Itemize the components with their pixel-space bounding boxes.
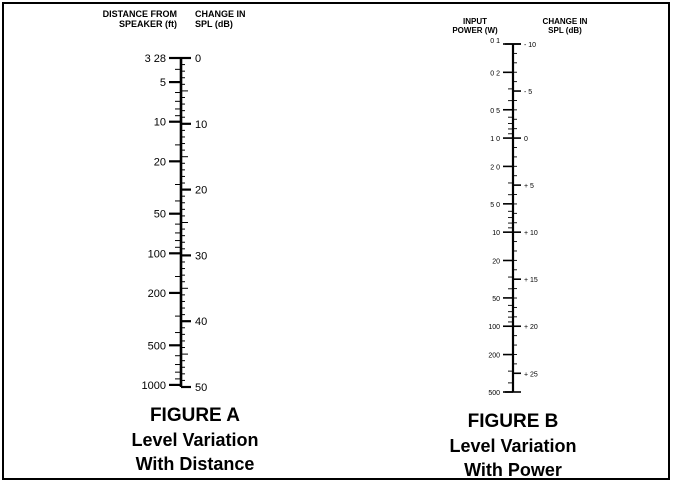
figure-b-power-label: 2 0 <box>490 164 500 171</box>
figure-a-caption: FIGURE A Level Variation With Distance <box>95 404 295 476</box>
figure-b-power-label: 0 2 <box>490 70 500 77</box>
figure-a-distance-label: 1000 <box>142 380 166 392</box>
figure-b-caption: FIGURE B Level Variation With Power <box>413 410 613 482</box>
figure-a-distance-label: 50 <box>154 209 166 221</box>
figure-a-db-label: 50 <box>195 382 207 394</box>
figure-a-db-label: 20 <box>195 185 207 197</box>
figure-b-db-label: - 10 <box>524 42 536 49</box>
figure-a-distance-label: 5 <box>160 77 166 89</box>
figure-b-power-label: 10 <box>492 230 500 237</box>
figure-a-distance-label: 100 <box>148 248 166 260</box>
figure-a-subtitle-line1: Level Variation <box>131 430 259 450</box>
figure-b-power-label: 20 <box>492 258 500 265</box>
figure-b-right-header: CHANGE IN <box>543 17 588 26</box>
figure-b-left-header: POWER (W) <box>452 26 498 35</box>
figure-b-left-header: INPUT <box>463 17 487 26</box>
figure-b-right-header: SPL (dB) <box>548 26 582 35</box>
figure-b-db-label: + 25 <box>524 371 538 378</box>
figure-b-db-label: + 15 <box>524 277 538 284</box>
figure-b-power-label: 200 <box>488 353 500 360</box>
figure-b-power-label: 5 0 <box>490 202 500 209</box>
figure-a-left-header: SPEAKER (ft) <box>119 19 177 29</box>
figure-b-power-label: 0 1 <box>490 38 500 45</box>
figure-a-db-label: 40 <box>195 316 207 328</box>
figure-b-db-label: + 10 <box>524 230 538 237</box>
figure-a-title: FIGURE A <box>149 405 241 426</box>
figure-a-subtitle-line2: With Distance <box>135 454 255 474</box>
figure-b-power-label: 0 5 <box>490 108 500 115</box>
figure-b-db-label: + 20 <box>524 324 538 331</box>
figure-a-db-label: 30 <box>195 250 207 262</box>
figure-a-db-label: 0 <box>195 53 201 65</box>
figure-b-subtitle-line1: Level Variation <box>449 436 577 456</box>
figure-a-distance-label: 3 28 <box>145 53 166 65</box>
figure-a-distance-label: 20 <box>154 156 166 168</box>
figure-b-power-label: 100 <box>488 324 500 331</box>
figure-b-subtitle-line2: With Power <box>464 460 562 480</box>
figure-b-power-label: 1 0 <box>490 136 500 143</box>
figure-a-distance-label: 200 <box>148 288 166 300</box>
figure-b-title: FIGURE B <box>467 411 559 432</box>
figure-a-distance-label: 10 <box>154 117 166 129</box>
figure-b-power-label: 500 <box>488 390 500 397</box>
figure-b-db-label: + 5 <box>524 183 534 190</box>
figure-a-distance-label: 500 <box>148 340 166 352</box>
figure-a-db-label: 10 <box>195 119 207 131</box>
figure-a-right-header: CHANGE IN <box>195 9 246 19</box>
figure-a-right-header: SPL (dB) <box>195 19 233 29</box>
figure-b-db-label: - 5 <box>524 89 532 96</box>
diagram-frame <box>2 2 670 480</box>
figure-b-db-label: 0 <box>524 136 528 143</box>
figure-a-left-header: DISTANCE FROM <box>103 9 177 19</box>
figure-b-power-label: 50 <box>492 296 500 303</box>
